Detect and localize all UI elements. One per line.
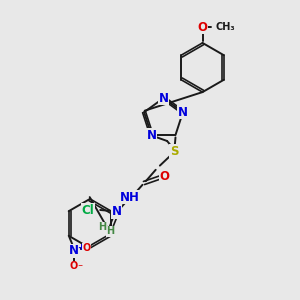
Text: ⁻: ⁻ xyxy=(78,263,83,273)
Text: O: O xyxy=(159,169,169,183)
Text: O: O xyxy=(70,261,78,272)
Text: N: N xyxy=(178,106,188,119)
Text: O: O xyxy=(82,243,91,254)
Text: H: H xyxy=(98,222,107,233)
Text: H: H xyxy=(106,226,115,236)
Text: O: O xyxy=(197,21,208,34)
Text: N: N xyxy=(158,92,169,105)
Text: N: N xyxy=(111,205,122,218)
Text: CH₃: CH₃ xyxy=(215,22,235,32)
Text: N: N xyxy=(69,244,79,257)
Text: S: S xyxy=(170,145,178,158)
Text: N: N xyxy=(146,128,157,142)
Text: Cl: Cl xyxy=(82,203,94,217)
Text: +: + xyxy=(77,243,84,252)
Text: NH: NH xyxy=(120,191,140,204)
